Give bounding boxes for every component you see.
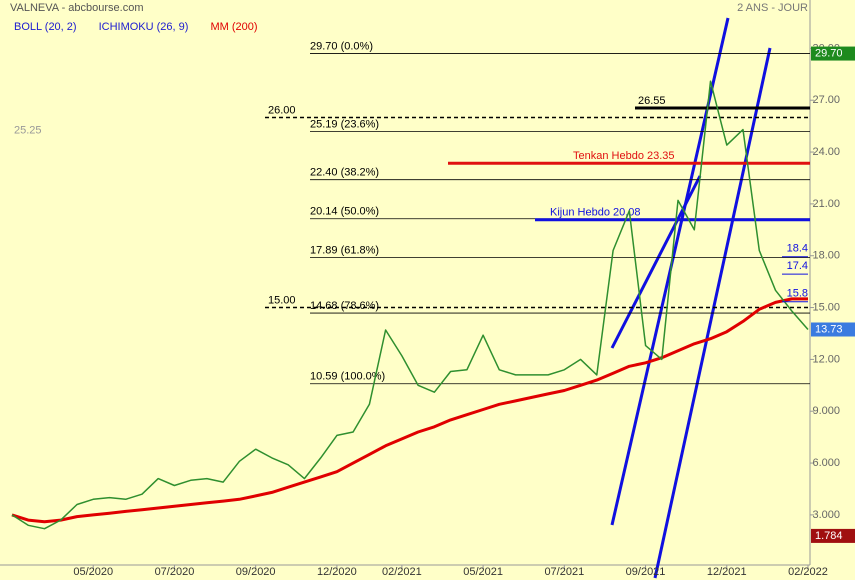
price-tag [811,528,855,543]
level-label: 22.40 (38.2%) [310,167,379,179]
side-label: 15.8 [787,288,808,300]
level-label: 29.70 (0.0%) [310,40,373,52]
x-tick-label: 07/2020 [155,566,195,578]
level-label: 14.68 (78.6%) [310,300,379,312]
level-label: 15.00 [268,294,296,306]
level-label: 17.89 (61.8%) [310,245,379,257]
legend-entry: BOLL (20, 2) [14,21,77,33]
x-tick-label: 12/2021 [707,566,747,578]
y-tick-label: 6.000 [812,457,840,469]
y-tick-label: 15.00 [812,301,840,313]
side-label: 18.4 [787,243,808,255]
x-tick-label: 09/2020 [236,566,276,578]
level-label: 26.55 [638,95,666,107]
y-tick-label: 18.00 [812,250,840,262]
price-tag-label: 29.70 [815,47,843,59]
level-label: Tenkan Hebdo 23.35 [573,150,675,162]
y-tick-label: 21.00 [812,198,840,210]
level-label: 26.00 [268,104,296,116]
trend-line [610,175,702,349]
price-tag-label: 1.784 [815,530,843,542]
y-tick-label: 24.00 [812,146,840,158]
level-label: 20.14 (50.0%) [310,206,379,218]
chart-title: VALNEVA - abcbourse.com [10,2,144,14]
price-tag [811,46,855,61]
x-tick-label: 02/2022 [788,566,828,578]
period: 2 ANS - JOUR [737,2,808,14]
y-tick-label: 12.00 [812,353,840,365]
x-tick-label: 02/2021 [382,566,422,578]
x-tick-label: 09/2021 [626,566,666,578]
legend-entry: MM (200) [210,21,257,33]
x-tick-label: 07/2021 [544,566,584,578]
price-tag-label: 13.73 [815,323,843,335]
x-tick-label: 12/2020 [317,566,357,578]
level-label: Kijun Hebdo 20.08 [550,207,641,219]
price-line [11,80,809,530]
legend-entry: ICHIMOKU (26, 9) [99,21,189,33]
y-tick-label: 3.000 [812,509,840,521]
y-tick-label: 9.000 [812,405,840,417]
moving-average [11,297,808,524]
level-label: 10.59 (100.0%) [310,371,385,383]
x-tick-label: 05/2021 [463,566,503,578]
y-tick-label: 27.00 [812,94,840,106]
left-label: 25.25 [14,124,42,136]
price-tag [811,322,855,337]
x-tick-label: 05/2020 [73,566,113,578]
side-label: 17.4 [787,260,808,272]
level-label: 25.19 (23.6%) [310,118,379,130]
